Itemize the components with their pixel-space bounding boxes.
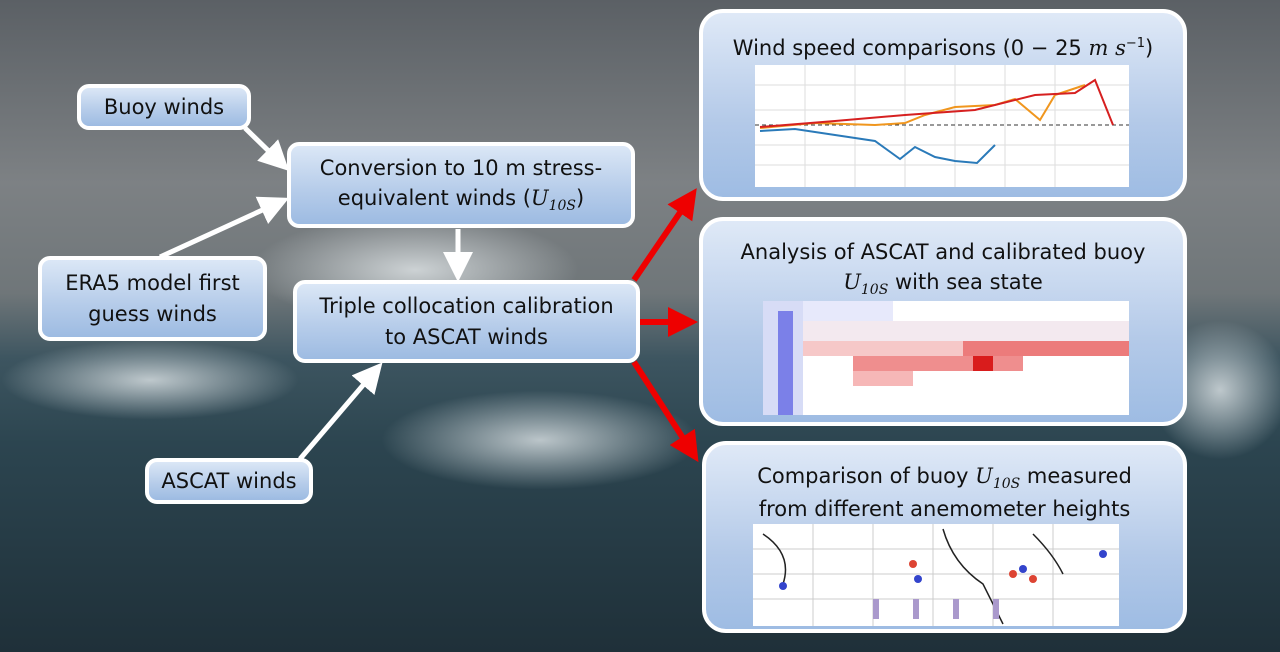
ascat-box: ASCAT winds: [145, 458, 313, 504]
label: ): [1145, 36, 1154, 60]
label: Triple collocation calibration: [319, 294, 614, 319]
label: 0 − 25: [1010, 36, 1089, 60]
label: to ASCAT winds: [385, 324, 548, 349]
wind-speed-panel: Wind speed comparisons (0 − 25 m s−1): [699, 9, 1187, 201]
era5-box: ERA5 model first guess winds: [38, 256, 267, 341]
label-line: equivalent winds (U10S): [291, 183, 631, 216]
subscript: 10S: [548, 198, 577, 215]
map-thumbnail: [753, 524, 1119, 626]
wave-foam: [380, 390, 700, 490]
input-arrows: [158, 126, 473, 461]
label: with sea state: [888, 270, 1043, 295]
label: Comparison of buoy: [757, 464, 976, 488]
subscript: 10S: [860, 282, 889, 299]
unit: m s: [1088, 36, 1126, 60]
label-line: Comparison of buoy U10S measured: [706, 461, 1183, 494]
label: Wind speed comparisons (: [732, 36, 1011, 60]
symbol: U: [843, 270, 861, 295]
wind-speed-thumbnail: [755, 65, 1129, 187]
label: Buoy winds: [103, 94, 225, 119]
triple-box: Triple collocation calibration to ASCAT w…: [293, 280, 640, 363]
label-line: U10S with sea state: [703, 267, 1183, 300]
label: from different anemometer heights: [758, 497, 1131, 522]
symbol: U: [975, 464, 993, 488]
label: Conversion to 10 m stress-: [319, 156, 603, 181]
heights-panel: Comparison of buoy U10S measured from di…: [702, 441, 1187, 633]
subscript: 10S: [992, 476, 1021, 493]
exponent: −1: [1125, 36, 1146, 51]
label: Analysis of ASCAT and calibrated buoy: [740, 240, 1146, 264]
wave-foam: [0, 340, 300, 420]
panel-title: Wind speed comparisons (0 − 25 m s−1): [703, 33, 1183, 63]
label: ): [576, 186, 585, 211]
label: measured: [1020, 464, 1132, 488]
conversion-box: Conversion to 10 m stress- equivalent wi…: [287, 142, 635, 228]
sea-state-panel: Analysis of ASCAT and calibrated buoy U1…: [699, 217, 1187, 426]
panel-title: Comparison of buoy U10S measured from di…: [706, 461, 1183, 525]
buoy-box: Buoy winds: [77, 84, 251, 130]
output-arrows: [631, 188, 699, 463]
label: equivalent winds (: [337, 186, 531, 211]
label: ASCAT winds: [161, 468, 297, 493]
symbol: U: [530, 186, 549, 211]
panel-title: Analysis of ASCAT and calibrated buoy U1…: [703, 237, 1183, 301]
label: guess winds: [88, 301, 217, 326]
label: ERA5 model first: [65, 271, 240, 296]
sea-state-thumbnail: [763, 301, 1129, 415]
